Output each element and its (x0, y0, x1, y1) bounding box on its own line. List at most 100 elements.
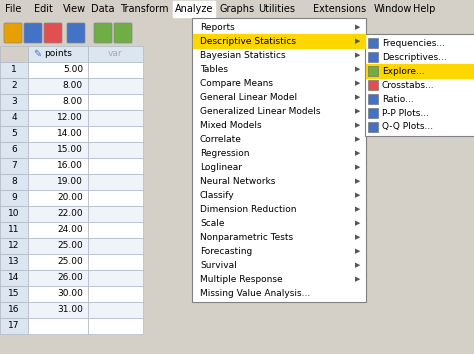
Text: ▶: ▶ (356, 38, 361, 44)
Text: Ratio...: Ratio... (382, 95, 414, 103)
Text: Crosstabs...: Crosstabs... (382, 80, 435, 90)
Bar (88, 222, 143, 238)
Text: 14.00: 14.00 (57, 130, 83, 138)
Text: Neural Networks: Neural Networks (200, 177, 275, 185)
Text: Loglinear: Loglinear (200, 162, 242, 171)
Bar (365, 34, 474, 136)
Bar (88, 206, 143, 222)
Bar (368, 122, 378, 132)
Bar (0, 270, 28, 286)
Text: ▶: ▶ (356, 178, 361, 184)
Text: Regression: Regression (200, 148, 249, 158)
Text: Window: Window (374, 4, 412, 14)
Text: Dimension Reduction: Dimension Reduction (200, 205, 297, 213)
Bar (0, 286, 28, 302)
FancyBboxPatch shape (4, 23, 22, 43)
Text: ▶: ▶ (356, 262, 361, 268)
Bar (0, 46, 28, 62)
Text: Transform: Transform (120, 4, 169, 14)
Text: 2: 2 (11, 81, 17, 91)
Text: Forecasting: Forecasting (200, 246, 252, 256)
Text: 13: 13 (8, 257, 20, 267)
Bar (88, 62, 143, 78)
FancyBboxPatch shape (94, 23, 112, 43)
Text: Mixed Models: Mixed Models (200, 120, 262, 130)
Bar (88, 254, 143, 270)
Text: Bayesian Statistics: Bayesian Statistics (200, 51, 286, 59)
Bar (0, 190, 28, 206)
Bar (0, 174, 28, 190)
Bar (0, 18, 199, 46)
Bar (368, 108, 378, 118)
Text: Missing Value Analysis...: Missing Value Analysis... (200, 289, 310, 297)
Bar (0, 318, 28, 334)
Bar (173, 1, 215, 17)
Bar (0, 206, 28, 222)
Bar (0, 302, 28, 318)
Text: Explore...: Explore... (382, 67, 425, 75)
Bar (0, 94, 28, 110)
Text: 24.00: 24.00 (57, 225, 83, 234)
Text: Classify: Classify (200, 190, 235, 200)
Text: 5: 5 (11, 130, 17, 138)
Text: Help: Help (412, 4, 435, 14)
Bar (88, 286, 143, 302)
Bar (28, 318, 88, 334)
Text: 16.00: 16.00 (57, 161, 83, 171)
Text: Graphs: Graphs (219, 4, 255, 14)
Bar (28, 62, 88, 78)
Bar (193, 34, 365, 48)
Text: General Linear Model: General Linear Model (200, 92, 297, 102)
Text: ▶: ▶ (356, 136, 361, 142)
Text: 15: 15 (8, 290, 20, 298)
Text: Compare Means: Compare Means (200, 79, 273, 87)
Bar (368, 94, 378, 104)
Text: 5.00: 5.00 (63, 65, 83, 74)
Text: Survival: Survival (200, 261, 237, 269)
Bar (28, 94, 88, 110)
Bar (88, 174, 143, 190)
Bar (368, 52, 378, 62)
Text: ▶: ▶ (356, 108, 361, 114)
Bar (88, 302, 143, 318)
Bar (28, 238, 88, 254)
Bar (0, 62, 28, 78)
Text: ▶: ▶ (356, 192, 361, 198)
Text: Scale: Scale (200, 218, 225, 228)
Text: 11: 11 (8, 225, 20, 234)
Bar (28, 110, 88, 126)
Bar (28, 302, 88, 318)
Text: 16: 16 (8, 306, 20, 314)
Text: 25.00: 25.00 (57, 241, 83, 251)
Text: 4: 4 (11, 114, 17, 122)
Text: Frequencies...: Frequencies... (382, 39, 445, 47)
Bar (28, 158, 88, 174)
Text: Tables: Tables (200, 64, 228, 74)
Text: ▶: ▶ (356, 24, 361, 30)
Bar (0, 238, 28, 254)
Text: ▶: ▶ (356, 122, 361, 128)
Text: Edit: Edit (34, 4, 53, 14)
Bar (88, 78, 143, 94)
Bar (0, 110, 28, 126)
Bar (368, 66, 378, 76)
Bar (0, 142, 28, 158)
Text: ▶: ▶ (356, 220, 361, 226)
Text: ▶: ▶ (356, 80, 361, 86)
Bar (28, 286, 88, 302)
Text: 30.00: 30.00 (57, 290, 83, 298)
Text: 3: 3 (11, 97, 17, 107)
Text: 9: 9 (11, 194, 17, 202)
Bar (88, 270, 143, 286)
Text: 19.00: 19.00 (57, 177, 83, 187)
Text: ▶: ▶ (356, 234, 361, 240)
Bar (368, 38, 378, 48)
FancyBboxPatch shape (67, 23, 85, 43)
Bar (88, 126, 143, 142)
Text: File: File (5, 4, 21, 14)
Text: Multiple Response: Multiple Response (200, 274, 283, 284)
Text: 6: 6 (11, 145, 17, 154)
Text: points: points (44, 50, 72, 58)
Bar (88, 46, 143, 62)
Text: ✎: ✎ (33, 49, 41, 59)
